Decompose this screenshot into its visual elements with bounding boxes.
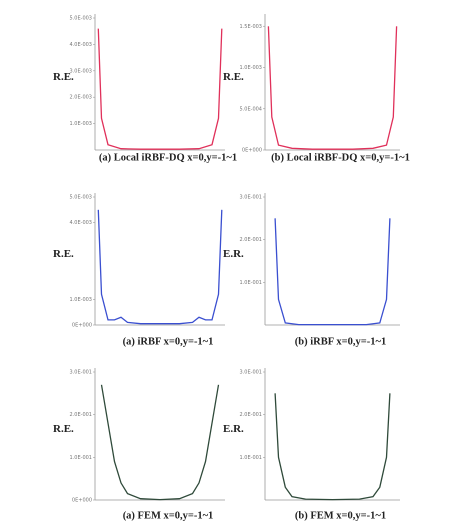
caption: (b) Local iRBF-DQ x=0,y=-1~1 [271,152,410,163]
data-line [267,26,398,150]
y-tick-label: 2.0E-001 [240,412,262,418]
y-tick-label: 1.0E-003 [70,297,92,303]
y-tick-label: 4.0E-003 [70,42,92,48]
y-axis-label: R.E. [53,423,74,435]
data-line [274,393,391,501]
y-axis-label: E.R. [223,423,244,435]
y-tick-label: 2.0E-003 [70,95,92,101]
y-tick-label: 1.0E-003 [70,121,92,127]
y-tick-label: 2.0E-001 [70,412,92,418]
y-tick-label: 5.0E-003 [70,16,92,22]
y-tick-label: 1.0E-003 [240,65,262,71]
y-axis-label: R.E. [223,71,244,83]
y-tick-label: 1.0E-001 [240,280,262,286]
y-tick-label: 0E+000 [72,498,92,504]
y-tick-label: 5.0E-003 [70,195,92,201]
y-tick-label: 3.0E-001 [240,195,262,201]
y-tick-label: 4.0E-003 [70,220,92,226]
y-tick-label: 1.0E-001 [240,455,262,461]
y-tick-label: 3.0E-001 [70,370,92,376]
y-tick-label: 3.0E-001 [240,370,262,376]
caption: (b) iRBF x=0,y=-1~1 [295,336,386,347]
caption: (a) FEM x=0,y=-1~1 [123,510,214,521]
y-tick-label: 1.0E-001 [70,455,92,461]
caption: (a) iRBF x=0,y=-1~1 [123,336,214,347]
data-line [274,218,391,326]
y-tick-label: 2.0E-001 [240,237,262,243]
y-tick-label: 3.0E-003 [70,68,92,74]
caption: (b) FEM x=0,y=-1~1 [295,510,386,521]
y-tick-label: 5.0E-004 [240,106,262,112]
y-tick-label: 0E+000 [242,148,262,154]
data-line [100,384,220,501]
y-tick-label: 0E+000 [72,323,92,329]
data-line [97,209,223,325]
caption: (a) Local iRBF-DQ x=0,y=-1~1 [99,152,237,163]
y-axis-label: R.E. [53,248,74,260]
y-axis-label: E.R. [223,248,244,260]
y-tick-label: 1.5E-003 [240,24,262,30]
y-axis-label: R.E. [53,71,74,83]
data-line [97,28,223,150]
